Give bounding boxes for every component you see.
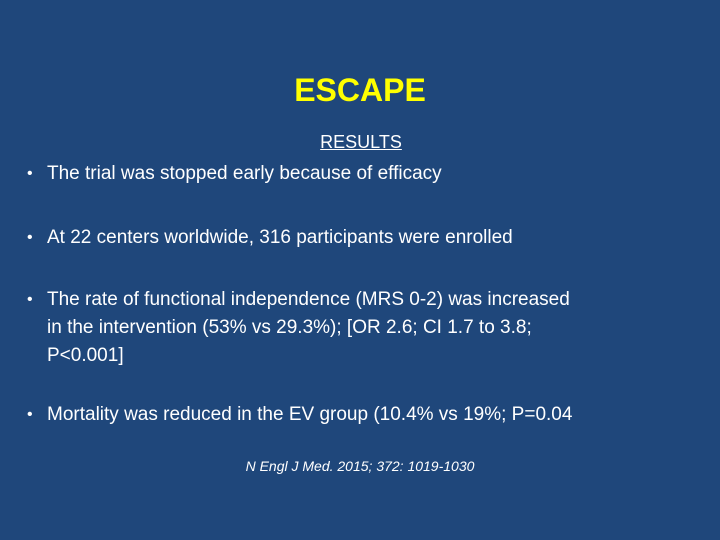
bullet-enrollment: • At 22 centers worldwide, 316 participa… [27,224,687,252]
bullet-text: At 22 centers worldwide, 316 participant… [47,227,513,248]
bullet-dot-icon: • [27,291,33,308]
results-heading: RESULTS [320,132,402,152]
bullet-functional-independence: • The rate of functional independence (M… [27,286,687,370]
bullet-text: Mortality was reduced in the EV group (1… [47,404,573,425]
bullet-text: The trial was stopped early because of e… [47,163,442,184]
bullet-dot-icon: • [27,229,33,246]
bullet-trial-stopped: • The trial was stopped early because of… [27,160,687,188]
bullet-dot-icon: • [27,406,33,423]
bullet-dot-icon: • [27,165,33,182]
bullet-mortality: • Mortality was reduced in the EV group … [27,401,687,429]
journal-citation: N Engl J Med. 2015; 372: 1019-1030 [245,458,475,474]
slide-title: ESCAPE [294,72,426,109]
bullet-text: The rate of functional independence (MRS… [47,289,570,366]
